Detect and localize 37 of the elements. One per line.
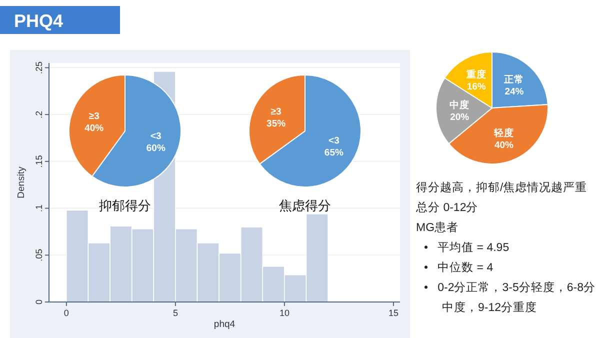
data-label: 16% — [466, 82, 486, 93]
y-tick-label: .05 — [34, 248, 44, 262]
y-tick-label: 0 — [34, 299, 44, 305]
text: 抑郁得分 — [99, 198, 151, 213]
slice-label: ≥3 — [270, 106, 282, 118]
slice-label: 中度 — [450, 99, 470, 112]
y-axis-title: Density — [16, 166, 27, 198]
slice-label: 正常 — [503, 73, 524, 86]
data-label: 35% — [266, 118, 286, 130]
text: • 0-2分正常，3-5分轻度，6-8分中度，9-12分重度 — [423, 280, 596, 316]
text: MG患者 — [416, 220, 460, 236]
text: 总分 0-12分 — [416, 200, 480, 216]
data-label: 40% — [84, 122, 104, 134]
data-label: 40% — [494, 140, 514, 152]
chart-title: PHQ4 — [14, 11, 64, 31]
x-tick-label: 10 — [279, 308, 290, 318]
data-label: 24% — [504, 86, 524, 98]
slice-label: <3 — [328, 136, 340, 147]
data-label: 60% — [146, 143, 166, 154]
text: • 中位数 = 4 — [423, 260, 494, 276]
slice-label: ≥3 — [88, 110, 100, 122]
text: 焦虑得分 — [279, 198, 331, 213]
slice-label: 重度 — [465, 68, 486, 81]
slice-label: 轻度 — [492, 127, 514, 140]
slice-label: <3 — [150, 131, 162, 142]
y-tick-label: .15 — [34, 155, 44, 168]
text: 得分越高，抑郁/焦虑情况越严重 — [416, 180, 588, 196]
x-tick-label: 0 — [64, 308, 69, 318]
y-tick-label: .1 — [34, 204, 44, 212]
x-axis-title: phq4 — [214, 319, 236, 330]
data-label: 65% — [324, 148, 344, 159]
x-tick-label: 15 — [388, 308, 398, 318]
text: • 平均值 = 4.95 — [423, 240, 510, 256]
y-tick-label: .2 — [34, 110, 44, 118]
data-label: 20% — [450, 112, 470, 124]
y-tick-label: .25 — [34, 61, 44, 74]
x-tick-label: 5 — [172, 308, 178, 318]
